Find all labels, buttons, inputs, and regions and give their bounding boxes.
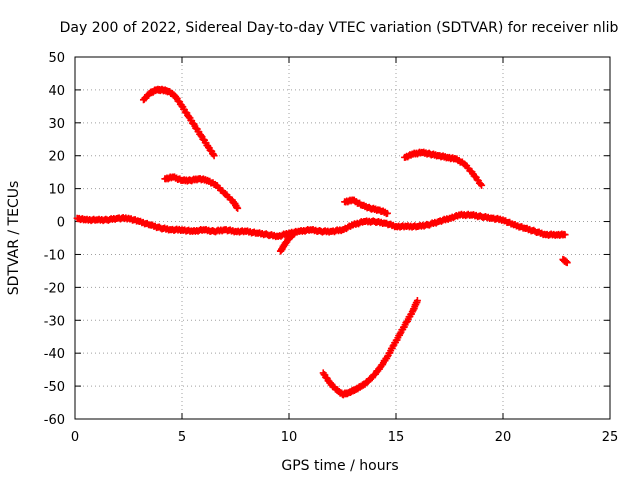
grid [75, 57, 610, 419]
x-tick-label: 25 [602, 430, 619, 445]
data-point [234, 204, 242, 212]
y-tick-label: 50 [48, 51, 65, 66]
x-axis-label: GPS time / hours [281, 458, 398, 474]
x-tick-label: 15 [388, 430, 405, 445]
x-tick-label: 20 [495, 430, 512, 445]
x-tick-label: 10 [281, 430, 298, 445]
y-tick-label: 0 [57, 216, 65, 231]
y-tick-label: -40 [44, 347, 65, 362]
data-point [478, 181, 486, 189]
x-tick-label: 5 [178, 430, 186, 445]
y-tick-label: 20 [48, 150, 65, 165]
chart-title: Day 200 of 2022, Sidereal Day-to-day VTE… [60, 20, 619, 36]
data-point [289, 231, 297, 239]
data-point-fill [477, 180, 485, 188]
data-point [413, 297, 421, 305]
data-point [561, 231, 569, 239]
data-point [383, 209, 391, 217]
y-tick-label: -30 [44, 314, 65, 329]
plot-area-frame [74, 56, 611, 420]
data-point [210, 152, 218, 160]
y-tick-label: 30 [48, 117, 65, 132]
y-tick-label: 10 [48, 183, 65, 198]
y-tick-label: -60 [44, 413, 65, 428]
y-tick-label: -10 [44, 248, 65, 263]
data-point [396, 329, 404, 337]
axis-ticks: -60 -50 -40 -30 -20 -10 0 10 20 30 40 50 0 5 10 15 20 25 [44, 51, 619, 445]
y-tick-label: -20 [44, 281, 65, 296]
x-tick-label: 0 [71, 430, 79, 445]
data-point [563, 259, 571, 267]
y-tick-label: 40 [48, 84, 65, 99]
y-tick-label: -50 [44, 380, 65, 395]
y-axis-label: SDTVAR / TECUs [6, 181, 22, 296]
data-points [73, 85, 571, 399]
